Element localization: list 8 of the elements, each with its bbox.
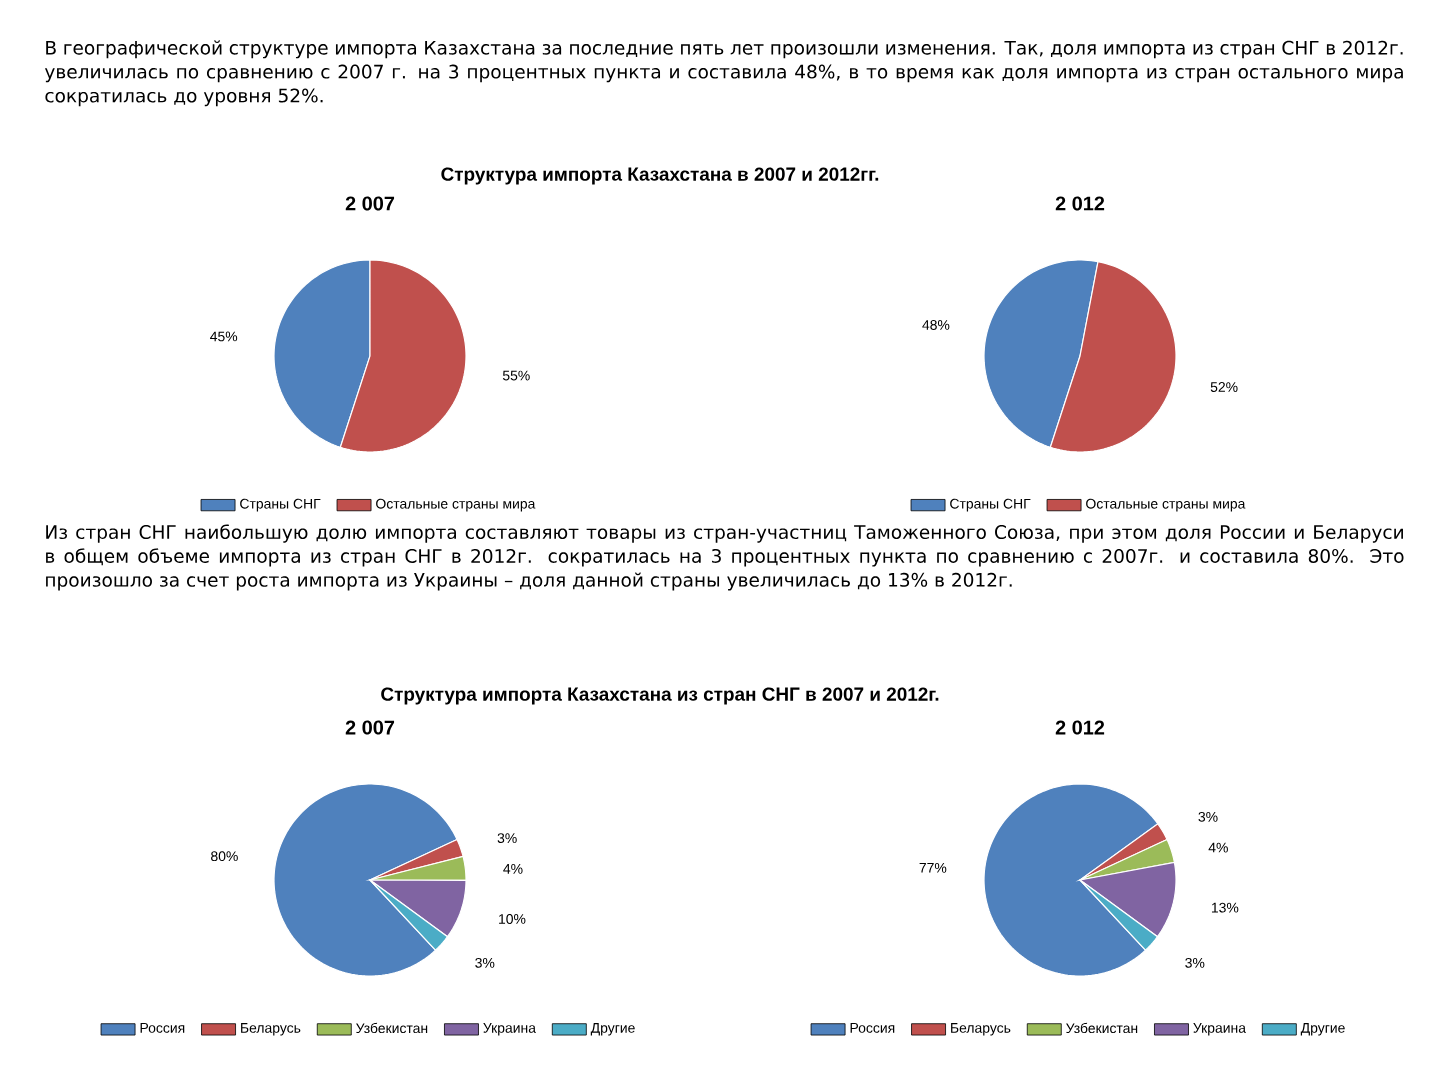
chart-title: 2 007 [345, 720, 395, 735]
chart-title: 2 007 [345, 196, 395, 211]
text: Из стран СНГ наибольшую долю импорта составляют товары из стран-участниц Таможенного Союза, при этом доля России и Беларуси в общем объеме импорта из стран СНГ в 2012г. сократилась на 3 процентных пункта по сравнению с 2007г. и составила 80%. Это произошло за счет роста импорта из Украины – доля данной страны увеличилась до 13% в 2012г. [46, 524, 1404, 591]
chart-title: 2 012 [1055, 720, 1105, 735]
text: В географической структуре импорта Казахстана за последние пять лет произошли изменения. Так, доля импорта из стран СНГ в 2012г. увеличилась по сравнению с 2007 г. на 3 процентных пункта и составила 48%, в то время как доля импорта из стран остального мира сократилась до уровня 52%. [44, 40, 1403, 107]
chart-title: 2 012 [1055, 196, 1105, 211]
text: Структура импорта Казахстана из стран СНГ в 2007 и 2012г. [381, 687, 939, 705]
text: Структура импорта Казахстана в 2007 и 2012гг. [441, 167, 879, 185]
